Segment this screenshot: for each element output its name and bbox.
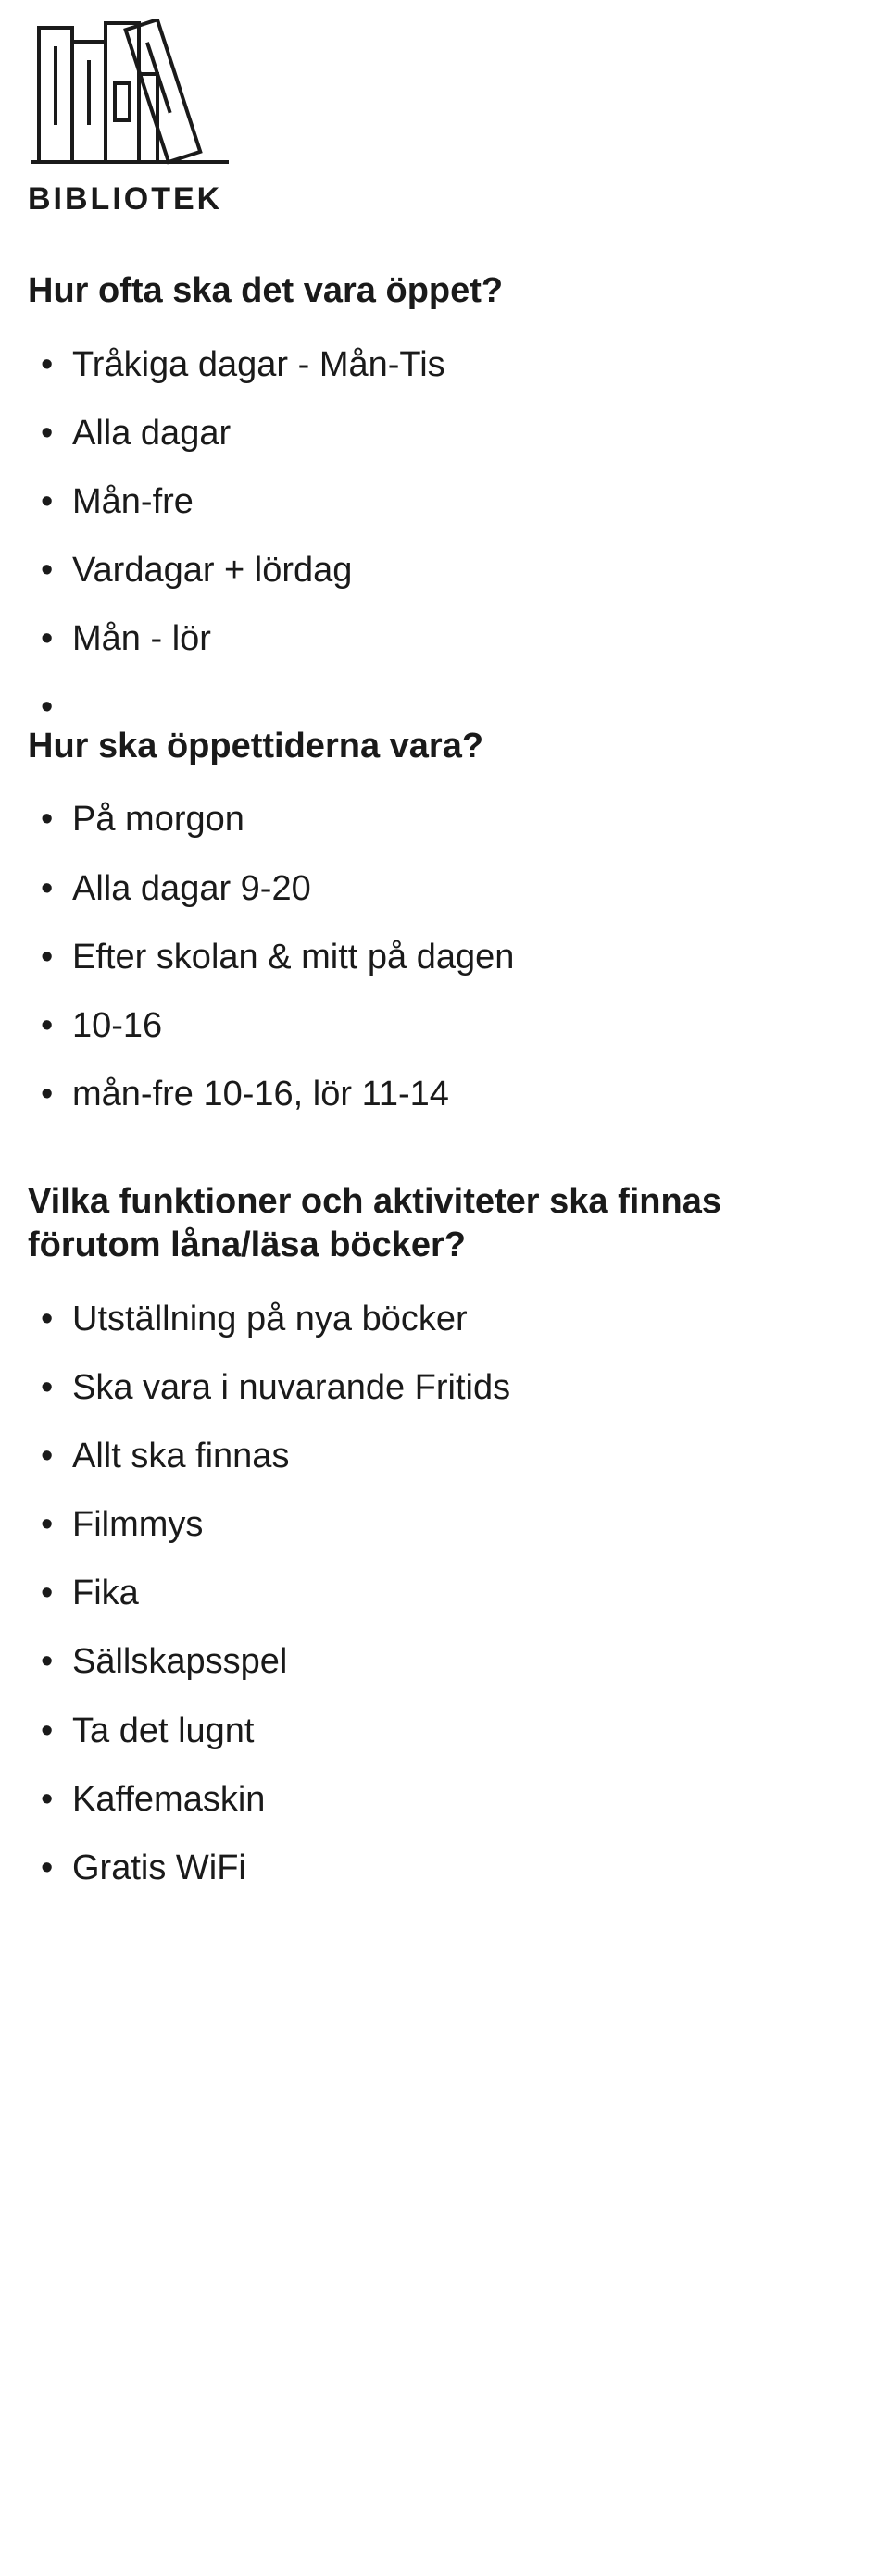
section-2: Vilka funktioner och aktiviteter ska fin… bbox=[28, 1180, 861, 1902]
books-icon bbox=[28, 19, 232, 167]
logo: BIBLIOTEK bbox=[28, 19, 861, 218]
list-item: mån-fre 10-16, lör 11-14 bbox=[72, 1060, 861, 1128]
logo-title: BIBLIOTEK bbox=[28, 181, 861, 218]
list-item: Filmmys bbox=[72, 1490, 861, 1559]
list-item: Alla dagar bbox=[72, 399, 861, 467]
section-heading: Vilka funktioner och aktiviteter ska fin… bbox=[28, 1180, 861, 1268]
section-0: Hur ofta ska det vara öppet? Tråkiga dag… bbox=[28, 269, 861, 673]
item-list: På morgon Alla dagar 9-20 Efter skolan &… bbox=[28, 785, 861, 1127]
list-item: Ska vara i nuvarande Fritids bbox=[72, 1353, 861, 1422]
list-item: På morgon bbox=[72, 785, 861, 853]
list-item: Gratis WiFi bbox=[72, 1834, 861, 1902]
list-item: Vardagar + lördag bbox=[72, 536, 861, 604]
list-item: Kaffemaskin bbox=[72, 1765, 861, 1834]
section-heading: Hur ofta ska det vara öppet? bbox=[28, 269, 861, 314]
item-list: Tråkiga dagar - Mån-Tis Alla dagar Mån-f… bbox=[28, 330, 861, 673]
item-list: Utställning på nya böcker Ska vara i nuv… bbox=[28, 1285, 861, 1902]
list-item: Sällskapsspel bbox=[72, 1627, 861, 1696]
list-item: Mån - lör bbox=[72, 604, 861, 673]
section-heading: Hur ska öppettiderna vara? bbox=[28, 725, 861, 769]
section-1: Hur ska öppettiderna vara? På morgon All… bbox=[28, 725, 861, 1128]
list-item: Tråkiga dagar - Mån-Tis bbox=[72, 330, 861, 399]
list-item: Utställning på nya böcker bbox=[72, 1285, 861, 1353]
list-item: Fika bbox=[72, 1559, 861, 1627]
list-item: Alla dagar 9-20 bbox=[72, 854, 861, 923]
list-item: Allt ska finnas bbox=[72, 1422, 861, 1490]
list-item: 10-16 bbox=[72, 991, 861, 1060]
list-item: Mån-fre bbox=[72, 467, 861, 536]
list-item: Efter skolan & mitt på dagen bbox=[72, 923, 861, 991]
list-item: Ta det lugnt bbox=[72, 1697, 861, 1765]
